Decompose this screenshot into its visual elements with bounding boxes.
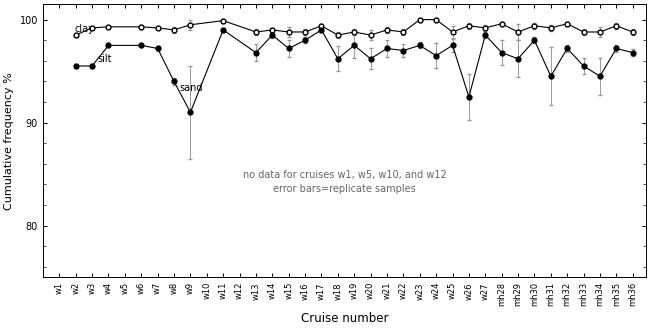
Text: clay: clay bbox=[74, 24, 94, 34]
Text: silt: silt bbox=[97, 54, 112, 64]
Text: sand: sand bbox=[179, 83, 202, 93]
X-axis label: Cruise number: Cruise number bbox=[301, 312, 388, 325]
Text: no data for cruises w1, w5, w10, and w12
error bars=replicate samples: no data for cruises w1, w5, w10, and w12… bbox=[242, 170, 447, 194]
Y-axis label: Cumulative frequency %: Cumulative frequency % bbox=[4, 72, 14, 210]
